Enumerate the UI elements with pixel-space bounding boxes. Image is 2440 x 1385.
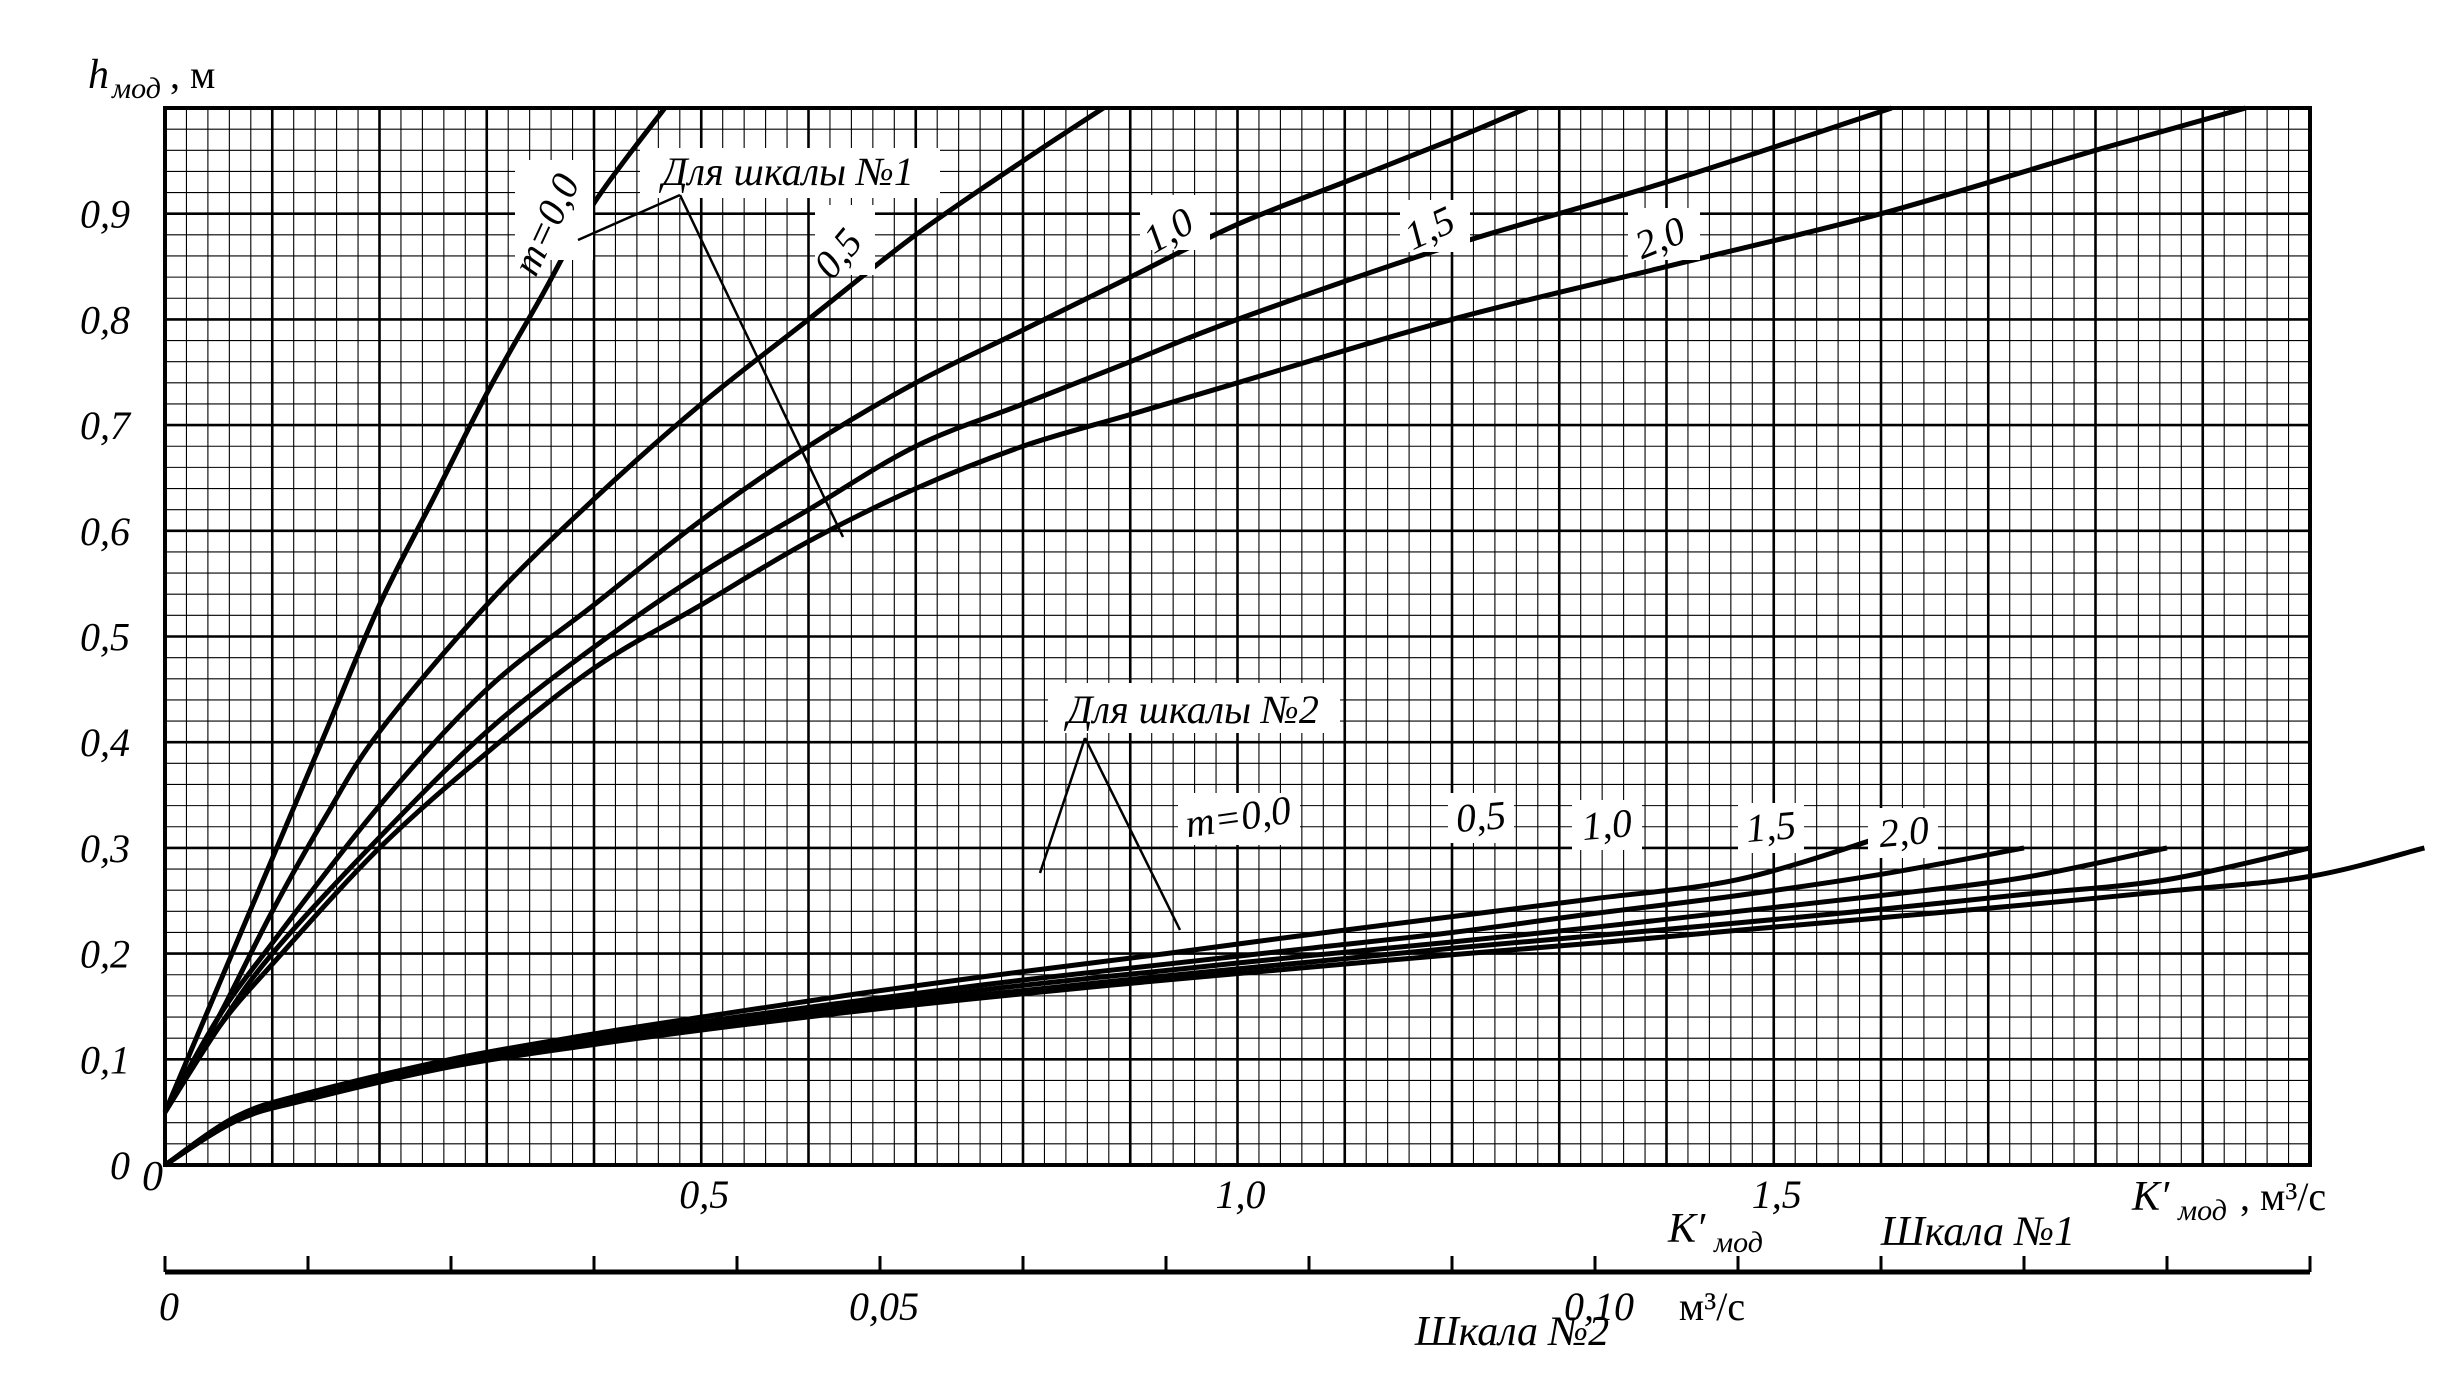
scale2-axis: 0 0,05 0,10	[159, 1256, 2312, 1329]
curve-label-scale2: 2,0	[1877, 807, 1931, 856]
label-bg	[1628, 208, 1700, 260]
y-tick-label: 0,2	[80, 932, 130, 977]
label-bg	[1400, 200, 1470, 252]
label-bg	[1448, 793, 1514, 843]
annotation-scale1: Для шкалы №1	[658, 149, 914, 194]
scale1-tick-label: 1,0	[1216, 1172, 1266, 1217]
scale1-axis-title-unit: , м³/с	[2240, 1174, 2326, 1219]
y-axis-title-sub: мод	[111, 72, 161, 105]
y-axis-title: h	[88, 52, 109, 98]
y-tick-label: 0,1	[80, 1037, 130, 1082]
label-bg	[1572, 800, 1642, 850]
scale2-title: Шкала №2	[1414, 1309, 1609, 1355]
y-tick-label: 0,5	[80, 615, 130, 660]
chart-grid	[165, 108, 2310, 1165]
curves-scale-1	[162, 105, 2247, 1114]
y-tick-label: 0,6	[80, 509, 130, 554]
scale1-title: Шкала №1	[1880, 1209, 2075, 1255]
curve-scale1-1	[162, 105, 1105, 1114]
label-bg	[515, 160, 593, 260]
label-bg	[1140, 195, 1210, 250]
label-bg	[1738, 803, 1804, 853]
curve-label-scale2: 1,5	[1744, 802, 1798, 851]
curves-scale-2	[163, 834, 2426, 1168]
curve-scale2-4	[163, 845, 2426, 1168]
annotation-scale2: Для шкалы №2	[1063, 687, 1319, 732]
y-tick-label: 0	[110, 1143, 130, 1188]
scale2-axis-title-sub: мод	[1713, 1226, 1763, 1259]
scale1-tick-label: 1,5	[1752, 1172, 1802, 1217]
y-axis-ticks: 0 0,1 0,2 0,3 0,4 0,5 0,6 0,7 0,8 0,9	[80, 192, 132, 1188]
y-tick-label: 0,7	[80, 403, 132, 448]
y-tick-label: 0,9	[80, 192, 130, 237]
scale2-tick-label: 0,10	[1564, 1284, 1634, 1329]
curve-label-scale2: 1,0	[1580, 800, 1634, 849]
y-axis-title-unit: , м	[170, 52, 215, 97]
y-tick-label: 0,4	[80, 720, 130, 765]
y-tick-label: 0,8	[80, 297, 130, 342]
leader-line	[1083, 737, 1182, 931]
scale1-axis-title: K′	[2131, 1174, 2170, 1220]
label-bg	[1178, 793, 1300, 845]
label-bg	[1048, 683, 1340, 733]
scale2-tick-label: 0	[159, 1284, 179, 1329]
curve-label-scale2: 0,5	[1454, 792, 1508, 841]
scale2-axis-title-unit: м³/с	[1679, 1284, 1745, 1329]
scale1-ticks: 0,5 1,0 1,5	[679, 1172, 1802, 1217]
label-bg	[815, 205, 875, 275]
curve-scale1-4	[162, 105, 2247, 1114]
plot-frame	[163, 106, 2312, 1167]
label-bg	[640, 148, 940, 198]
scale2-axis-title: K′	[1667, 1206, 1706, 1252]
curve-scale2-0	[163, 834, 1882, 1168]
scale2-tick-label: 0,05	[849, 1284, 919, 1329]
leader-line	[1038, 737, 1087, 874]
origin-label: 0	[142, 1154, 163, 1200]
leader-line	[678, 194, 845, 538]
leader-line	[577, 193, 681, 242]
label-bg	[1868, 808, 1938, 858]
y-tick-label: 0,3	[80, 826, 130, 871]
scale1-tick-label: 0,5	[679, 1172, 729, 1217]
scale1-axis-title-sub: мод	[2177, 1194, 2227, 1227]
curve-scale1-2	[162, 105, 1529, 1114]
